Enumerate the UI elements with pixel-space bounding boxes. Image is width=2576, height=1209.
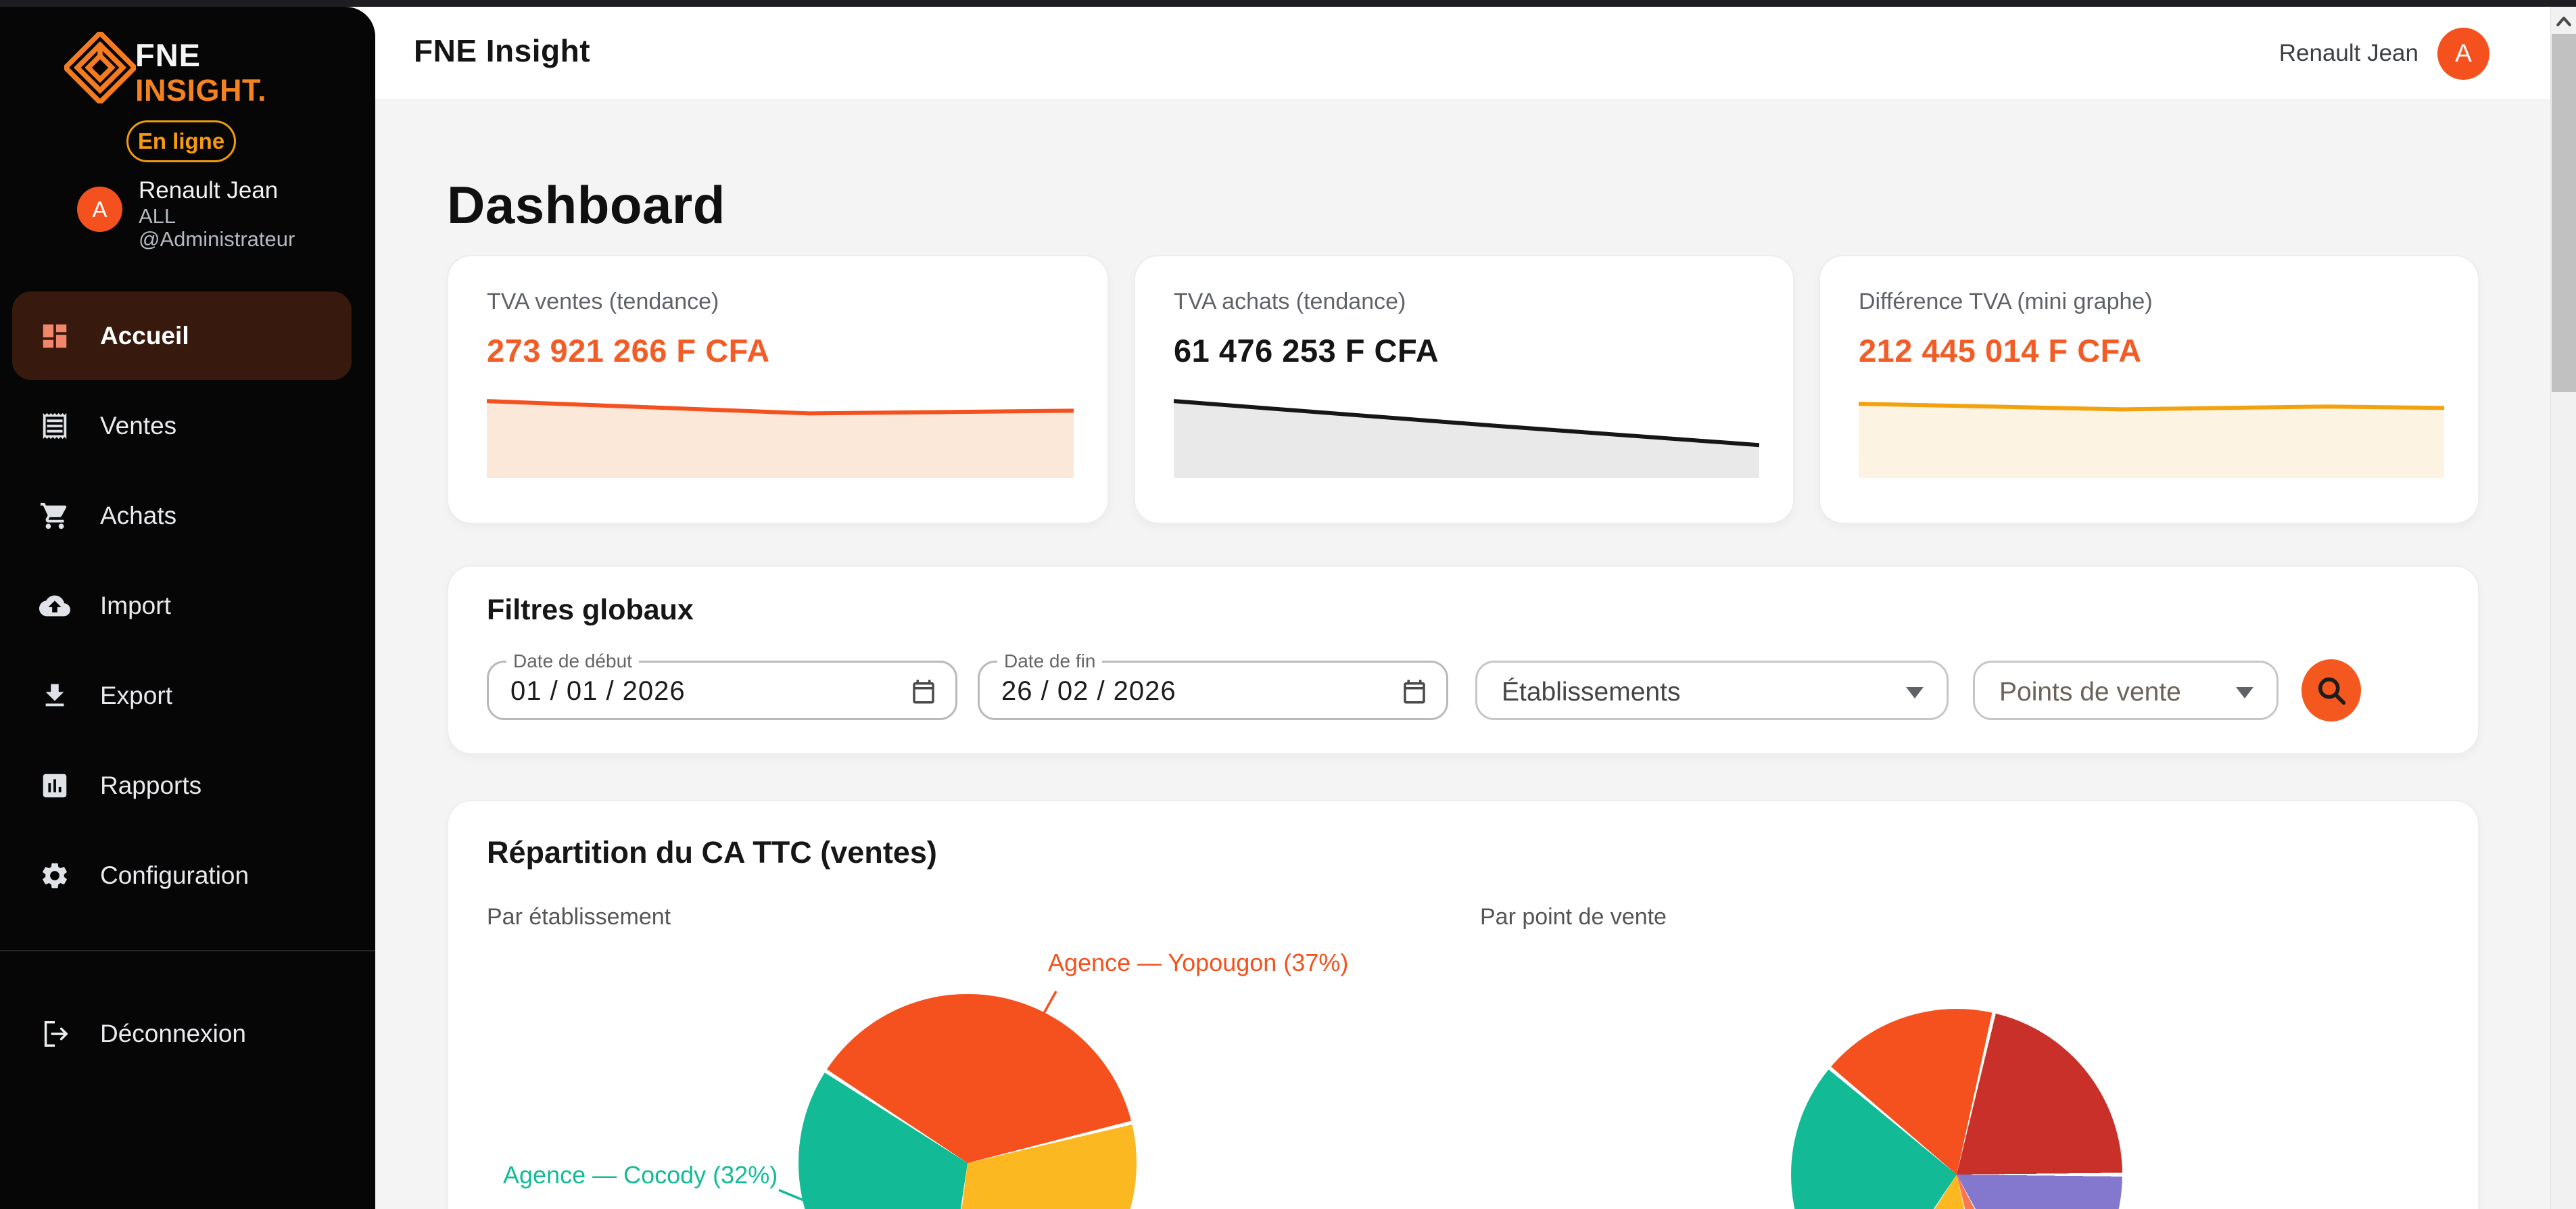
app-title: FNE Insight — [414, 33, 591, 68]
sidebar-item-label: Accueil — [100, 321, 189, 350]
sidebar-item-accueil[interactable]: Accueil — [0, 291, 375, 381]
stat-card-difference-tva: Différence TVA (mini graphe) 212 445 014… — [1819, 255, 2479, 524]
left-pie-subtitle: Par établissement — [487, 904, 671, 930]
fne-logo-icon — [64, 32, 136, 103]
sidebar-item-label: Configuration — [100, 861, 249, 889]
logo-wordmark: FNE INSIGHT. — [135, 39, 266, 105]
scrollbar-thumb[interactable] — [2552, 34, 2576, 392]
avatar: A — [77, 187, 122, 232]
bar-chart-icon — [39, 770, 70, 801]
search-button[interactable] — [2301, 659, 2361, 721]
sparkline-chart — [1859, 396, 2444, 478]
logout-icon — [39, 1018, 70, 1049]
date-end-field[interactable]: Date de fin 26 / 02 / 2026 — [978, 650, 1448, 720]
sidebar-item-configuration[interactable]: Configuration — [0, 830, 375, 920]
sidebar-item-label: Rapports — [100, 771, 202, 799]
stat-card-label: Différence TVA (mini graphe) — [1859, 289, 2153, 314]
sidebar-menu: Accueil Ventes Achats Import — [0, 291, 375, 920]
stat-card-value: 212 445 014 F CFA — [1859, 333, 2142, 369]
establishments-select-value: Établissements — [1502, 678, 1681, 707]
logout-button[interactable]: Déconnexion — [0, 989, 375, 1078]
sidebar-divider — [0, 950, 375, 951]
points-of-sale-select-value: Points de vente — [1999, 678, 2181, 707]
pie-label-cocody: Agence — Cocody (32%) — [503, 1161, 778, 1189]
sidebar-item-rapports[interactable]: Rapports — [0, 740, 375, 830]
global-filters-panel: Filtres globaux Date de début 01 / 01 / … — [447, 565, 2479, 755]
logout-label: Déconnexion — [100, 1019, 246, 1047]
header-user-name: Renault Jean — [2279, 40, 2418, 66]
avatar-initial: A — [92, 196, 108, 222]
avatar-initial: A — [2455, 39, 2472, 67]
search-icon — [2318, 677, 2346, 705]
pie-chart-by-establishment — [798, 994, 1137, 1209]
filters-title: Filtres globaux — [487, 594, 694, 626]
sidebar-user-org: ALL — [139, 204, 176, 228]
date-end-value: 26 / 02 / 2026 — [1001, 676, 1176, 706]
page-title: Dashboard — [447, 175, 725, 235]
gear-icon — [39, 860, 70, 891]
sidebar-user-name: Renault Jean — [139, 177, 279, 204]
stat-card-tva-achats: TVA achats (tendance) 61 476 253 F CFA — [1134, 255, 1794, 524]
logo-line-fne: FNE — [135, 37, 201, 73]
chevron-down-icon — [2236, 687, 2253, 698]
revenue-distribution-panel: Répartition du CA TTC (ventes) Par établ… — [447, 800, 2479, 1209]
sidebar-item-label: Ventes — [100, 411, 177, 440]
sidebar: FNE INSIGHT. En ligne A Renault Jean ALL… — [0, 7, 375, 1209]
header-user-menu[interactable]: Renault Jean A — [2279, 27, 2489, 80]
repartition-title: Répartition du CA TTC (ventes) — [487, 835, 937, 870]
avatar[interactable]: A — [2437, 27, 2489, 80]
stat-card-label: TVA ventes (tendance) — [487, 289, 719, 314]
sidebar-item-label: Import — [100, 591, 171, 619]
sidebar-item-achats[interactable]: Achats — [0, 471, 375, 561]
app-header: FNE Insight Renault Jean A — [338, 7, 2550, 100]
sidebar-item-import[interactable]: Import — [0, 561, 375, 650]
page-scrollbar[interactable] — [2550, 7, 2576, 1209]
right-pie-subtitle: Par point de vente — [1480, 904, 1667, 930]
download-icon — [39, 680, 70, 711]
stat-card-value: 273 921 266 F CFA — [487, 333, 770, 369]
sparkline-chart — [487, 396, 1074, 478]
calendar-icon[interactable] — [909, 678, 938, 706]
dashboard-icon — [39, 321, 70, 352]
status-badge: En ligne — [126, 120, 236, 162]
scroll-up-arrow-icon[interactable] — [2554, 12, 2574, 32]
sidebar-item-label: Export — [100, 681, 172, 709]
cloud-upload-icon — [39, 590, 70, 621]
date-end-label: Date de fin — [997, 650, 1103, 672]
chevron-down-icon — [1906, 687, 1924, 698]
stat-card-tva-ventes: TVA ventes (tendance) 273 921 266 F CFA — [447, 255, 1109, 524]
sidebar-user-role: @Administrateur — [139, 227, 295, 251]
receipt-icon — [39, 410, 70, 442]
date-start-value: 01 / 01 / 2026 — [510, 676, 686, 706]
sidebar-item-ventes[interactable]: Ventes — [0, 381, 375, 471]
establishments-select[interactable]: Établissements — [1475, 661, 1949, 720]
pie-label-yopougon: Agence — Yopougon (37%) — [1048, 949, 1349, 976]
stat-card-label: TVA achats (tendance) — [1174, 289, 1406, 314]
sparkline-chart — [1174, 396, 1759, 478]
status-badge-label: En ligne — [137, 128, 225, 153]
date-start-label: Date de début — [506, 650, 639, 672]
window-top-edge — [0, 0, 2576, 7]
active-item-highlight — [12, 291, 352, 380]
sidebar-item-export[interactable]: Export — [0, 650, 375, 740]
pie-chart-by-point-of-sale — [1791, 1009, 2122, 1209]
calendar-icon[interactable] — [1400, 678, 1429, 706]
date-start-field[interactable]: Date de début 01 / 01 / 2026 — [487, 650, 957, 720]
sidebar-item-label: Achats — [100, 501, 177, 529]
cart-icon — [39, 500, 70, 531]
logo-line-insight: INSIGHT. — [135, 73, 267, 108]
points-of-sale-select[interactable]: Points de vente — [1973, 661, 2279, 720]
stat-card-value: 61 476 253 F CFA — [1174, 333, 1439, 369]
